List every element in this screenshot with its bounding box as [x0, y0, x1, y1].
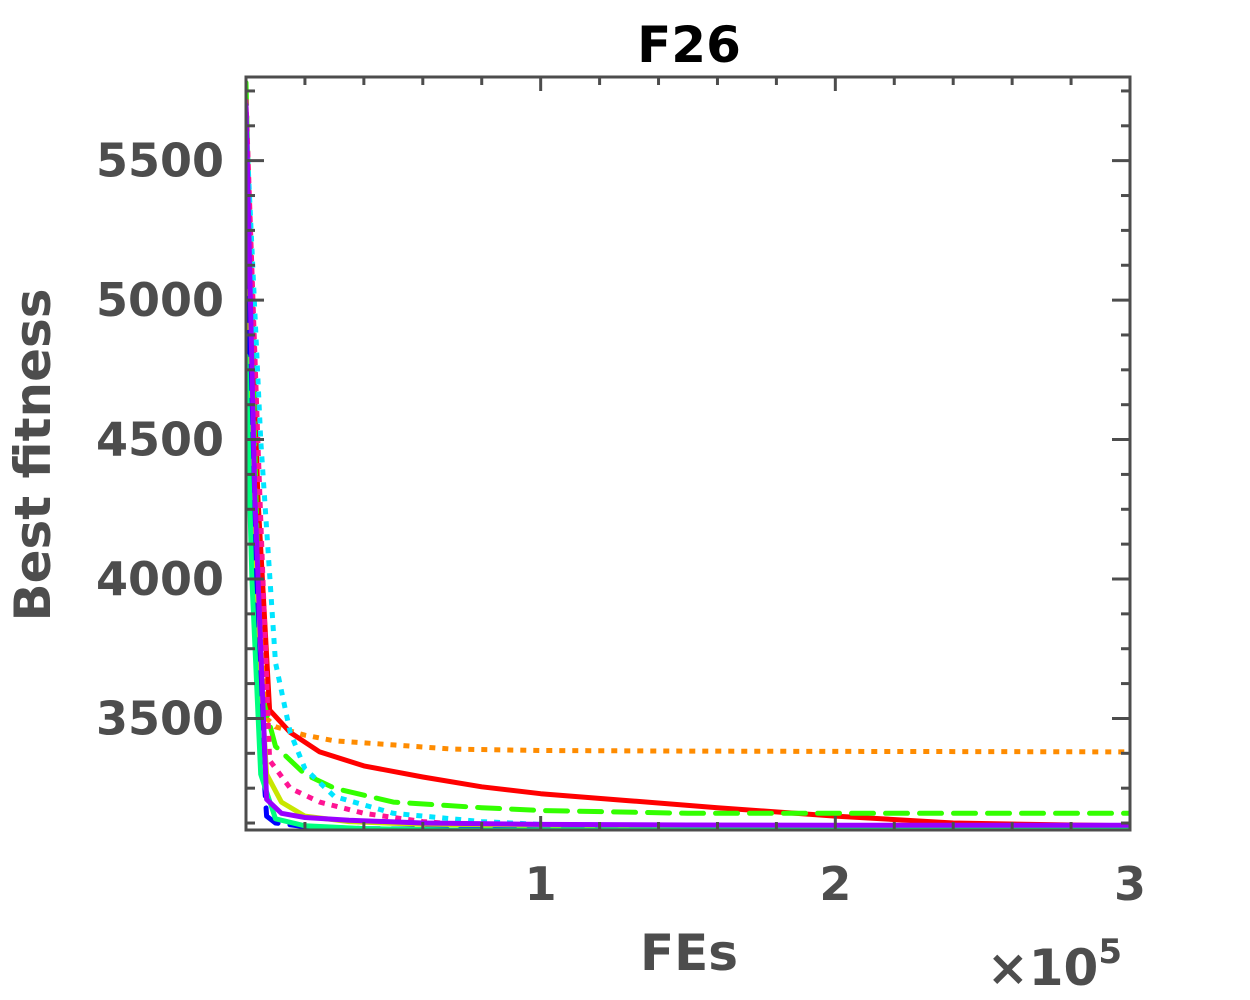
series-line-4	[246, 118, 1130, 830]
axes	[244, 75, 1132, 832]
series-line-8	[246, 353, 1130, 830]
y-tick-label: 4000	[96, 552, 224, 606]
series-line-9	[246, 102, 1130, 828]
y-tick-label: 5500	[96, 134, 224, 188]
series-group	[246, 80, 1130, 830]
chart-title: F26	[637, 16, 741, 74]
series-line-7	[246, 227, 1130, 830]
x-tick-label: 2	[819, 857, 851, 911]
x-tick-label: 3	[1114, 857, 1146, 911]
y-tick-label: 3500	[96, 691, 224, 745]
x-axis-label: FEs	[640, 924, 738, 982]
series-line-5	[246, 99, 1130, 830]
x-axis-multiplier-exponent: 5	[1098, 932, 1122, 972]
y-tick-label: 5000	[96, 273, 224, 327]
y-tick-label: 4500	[96, 413, 224, 467]
x-axis-multiplier: ×105	[987, 932, 1122, 997]
x-tick-label: 1	[525, 857, 557, 911]
series-line-3	[246, 80, 1130, 816]
x-axis-multiplier-base: ×10	[987, 939, 1098, 997]
series-line-6	[246, 158, 1130, 830]
y-axis-label: Best fitness	[4, 288, 62, 621]
series-line-2	[246, 102, 1130, 829]
ticks: 1 2 3 3500 4000 4500 5000 5500	[96, 77, 1146, 911]
series-line-1	[246, 132, 1130, 755]
axes-box	[244, 75, 1132, 832]
